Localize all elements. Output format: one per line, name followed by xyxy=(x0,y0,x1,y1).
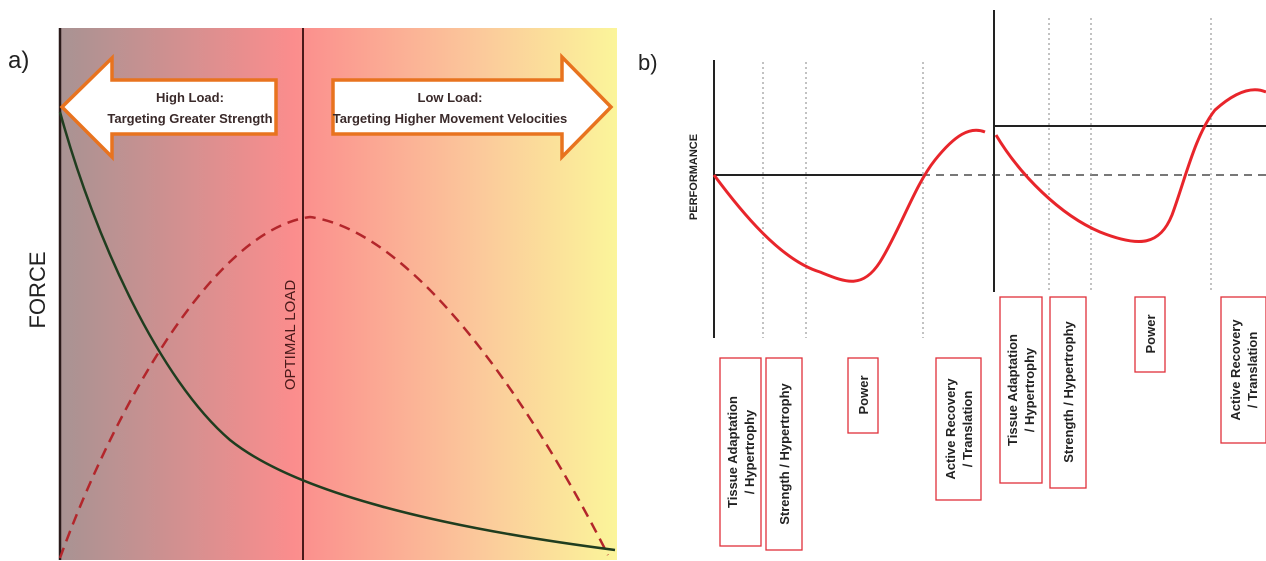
force-axis-label: FORCE xyxy=(25,252,50,329)
phase-recovery-line2: / Translation xyxy=(960,391,975,468)
low-load-title: Low Load: xyxy=(418,90,483,105)
power-curve xyxy=(58,215,610,559)
performance-curve-cycle1 xyxy=(712,128,986,283)
phase-tissue-line2: / Hypertrophy xyxy=(1022,347,1037,432)
panel-a-label: a) xyxy=(8,47,29,74)
phase-tissue-line1: Tissue Adaptation xyxy=(725,396,740,508)
phase-box xyxy=(1220,296,1266,444)
phase-box xyxy=(719,357,762,547)
phase-power-label-2: Power xyxy=(1143,314,1158,353)
phase-active-recovery-label-2: Active Recovery / Translation xyxy=(1228,319,1260,421)
panel-a: a) FORCE OPTIMAL LOAD High Load: Targeti… xyxy=(8,28,617,560)
phase-box xyxy=(1049,296,1087,489)
phase-recovery-line2: / Translation xyxy=(1245,332,1260,409)
phase-tissue-adaptation-label: Tissue Adaptation / Hypertrophy xyxy=(725,396,757,508)
phase-tissue-line1: Tissue Adaptation xyxy=(1005,334,1020,446)
phase-box xyxy=(847,357,879,434)
panel-b-label: b) xyxy=(638,50,658,75)
phase-strength-label: Strength / Hypertrophy xyxy=(777,382,792,524)
performance-axis-label: PERFORMANCE xyxy=(688,134,700,220)
phase-box xyxy=(1134,296,1166,373)
low-load-subtitle: Targeting Higher Movement Velocities xyxy=(333,111,568,126)
phase-tissue-line2: / Hypertrophy xyxy=(742,409,757,494)
phase-box xyxy=(999,296,1043,484)
phase-box xyxy=(935,357,982,501)
phase-active-recovery-label: Active Recovery / Translation xyxy=(943,378,975,480)
phase-label-boxes-cycle2 xyxy=(999,296,1266,489)
phase-label-boxes-cycle1 xyxy=(719,357,982,551)
high-load-subtitle: Targeting Greater Strength xyxy=(107,111,272,126)
phase-strength-label-2: Strength / Hypertrophy xyxy=(1061,320,1076,462)
phase-dividers xyxy=(762,18,1212,338)
phase-recovery-line1: Active Recovery xyxy=(1228,319,1243,421)
panel-b: b) PERFORMANCE xyxy=(638,10,1266,551)
optimal-load-label: OPTIMAL LOAD xyxy=(282,280,299,390)
performance-curve-cycle2 xyxy=(994,88,1266,244)
low-load-arrow: Low Load: Targeting Higher Movement Velo… xyxy=(331,52,614,162)
force-velocity-curve xyxy=(58,111,616,552)
phase-power-label: Power xyxy=(856,375,871,414)
phase-box xyxy=(765,357,803,551)
phase-tissue-adaptation-label-2: Tissue Adaptation / Hypertrophy xyxy=(1005,334,1037,446)
high-load-title: High Load: xyxy=(156,90,224,105)
high-load-arrow: High Load: Targeting Greater Strength xyxy=(59,53,278,162)
phase-recovery-line1: Active Recovery xyxy=(943,378,958,480)
